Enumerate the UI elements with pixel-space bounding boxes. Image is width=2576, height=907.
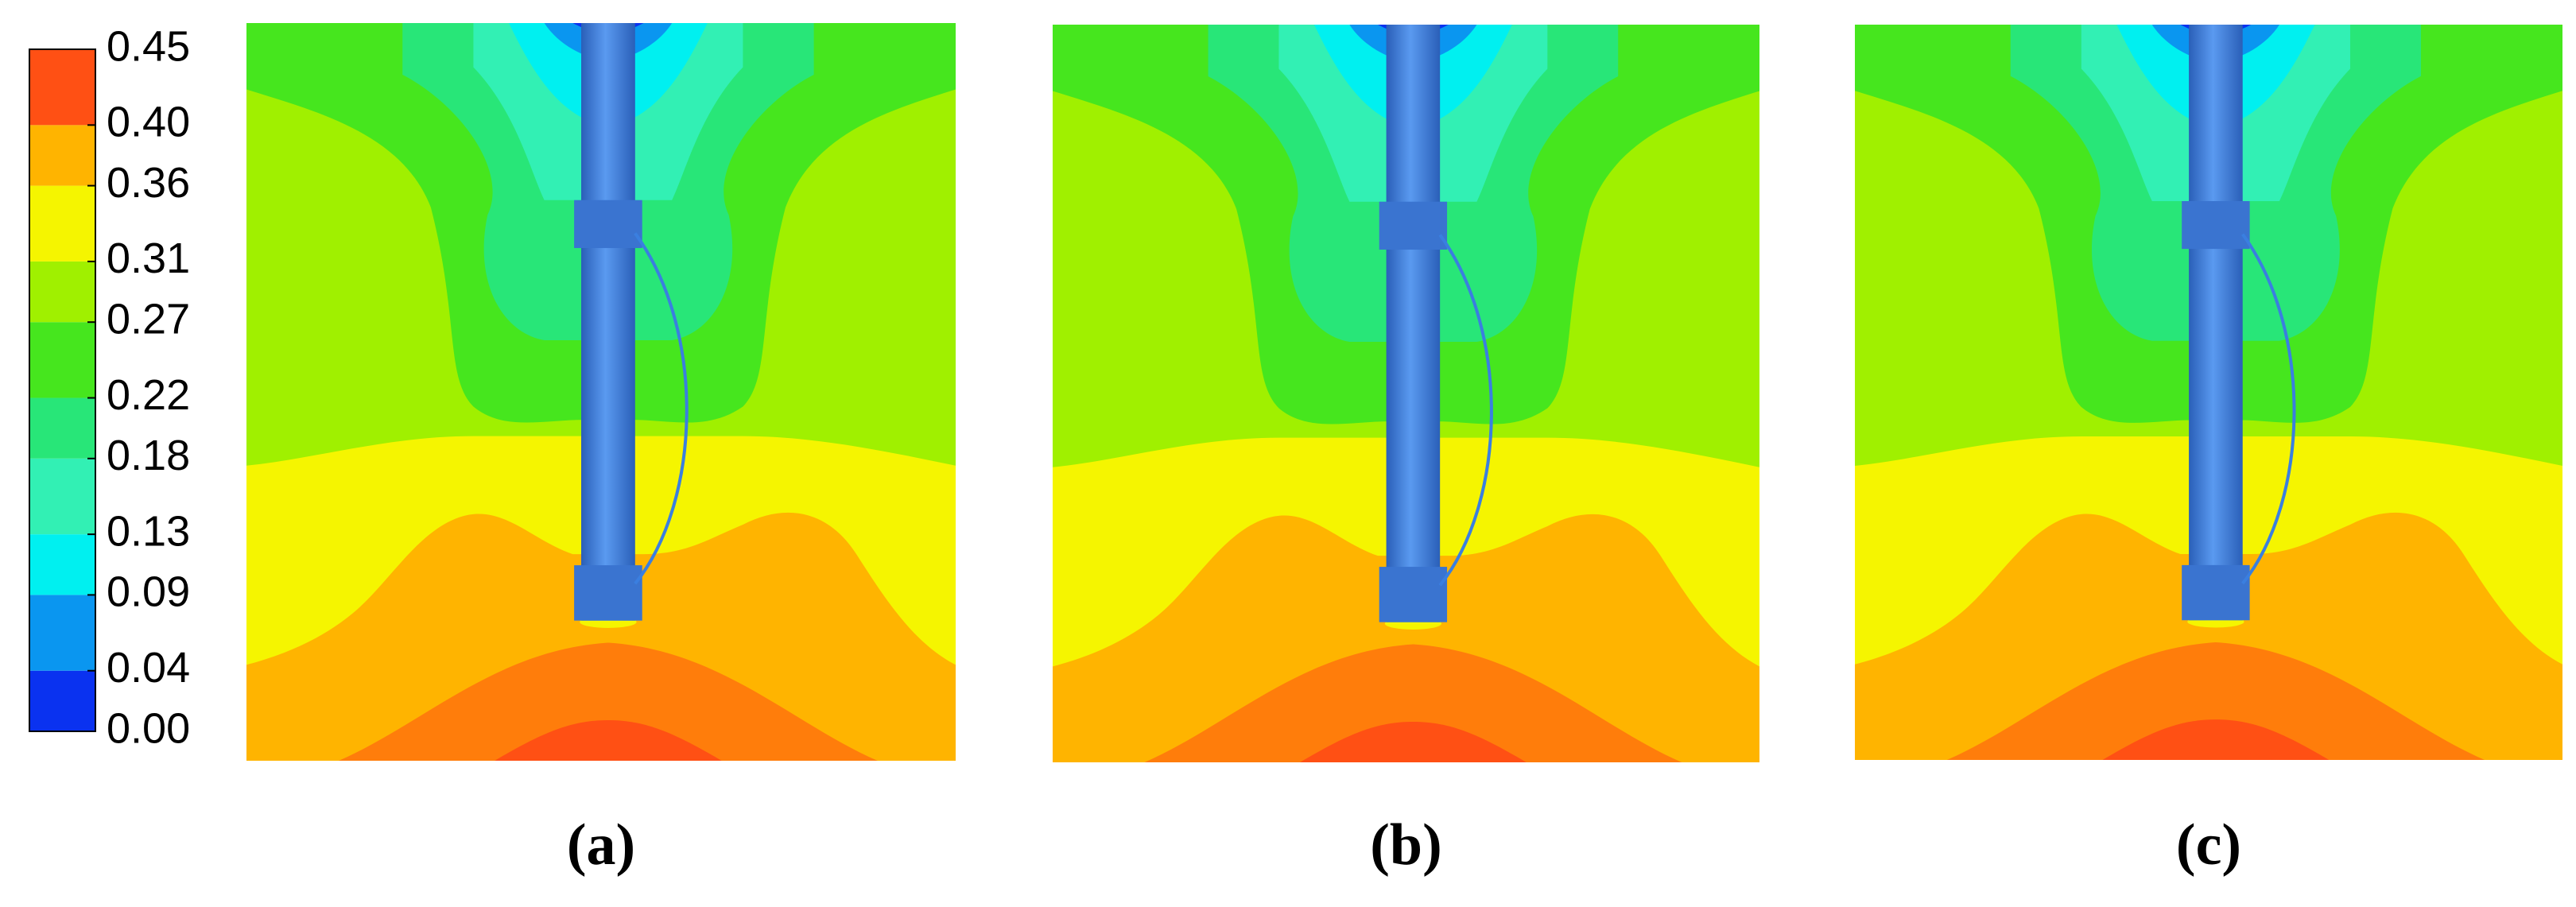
colorbar-tick-label: 0.00 xyxy=(107,704,190,752)
colorbar-tick-label: 0.09 xyxy=(107,568,190,616)
contour-panel xyxy=(1051,23,1761,764)
panel-label: (a) xyxy=(567,812,635,878)
colorbar-tick-label: 0.45 xyxy=(107,22,190,70)
colorbar-band xyxy=(29,261,95,323)
colorbar-band xyxy=(29,670,95,731)
colorbar-tick-label: 0.13 xyxy=(107,507,190,555)
colorbar-tick-label: 0.36 xyxy=(107,159,190,207)
contour-field xyxy=(245,21,957,762)
colorbar-tick-label: 0.27 xyxy=(107,295,190,343)
contour-field xyxy=(1051,23,1761,764)
contour-panel xyxy=(1853,23,2564,762)
colorbar-band xyxy=(29,458,95,535)
contour-field xyxy=(1853,23,2564,762)
colorbar-band xyxy=(29,322,95,398)
colorbar-tick-label: 0.04 xyxy=(107,644,190,692)
contour-panel xyxy=(245,21,957,762)
colorbar-frame xyxy=(29,48,96,732)
colorbar-band xyxy=(29,185,95,262)
colorbar-tick-label: 0.40 xyxy=(107,99,190,146)
panel-label: (b) xyxy=(1370,812,1441,878)
colorbar-band xyxy=(29,125,95,186)
colorbar-tick-label: 0.22 xyxy=(107,371,190,419)
colorbar-band xyxy=(29,595,95,671)
colorbar-tick-label: 0.31 xyxy=(107,235,190,282)
panel-label: (c) xyxy=(2176,812,2241,878)
colorbar-band xyxy=(29,534,95,595)
colorbar-tick-label: 0.18 xyxy=(107,432,190,479)
colorbar-band xyxy=(29,49,95,126)
colorbar-band xyxy=(29,397,95,459)
